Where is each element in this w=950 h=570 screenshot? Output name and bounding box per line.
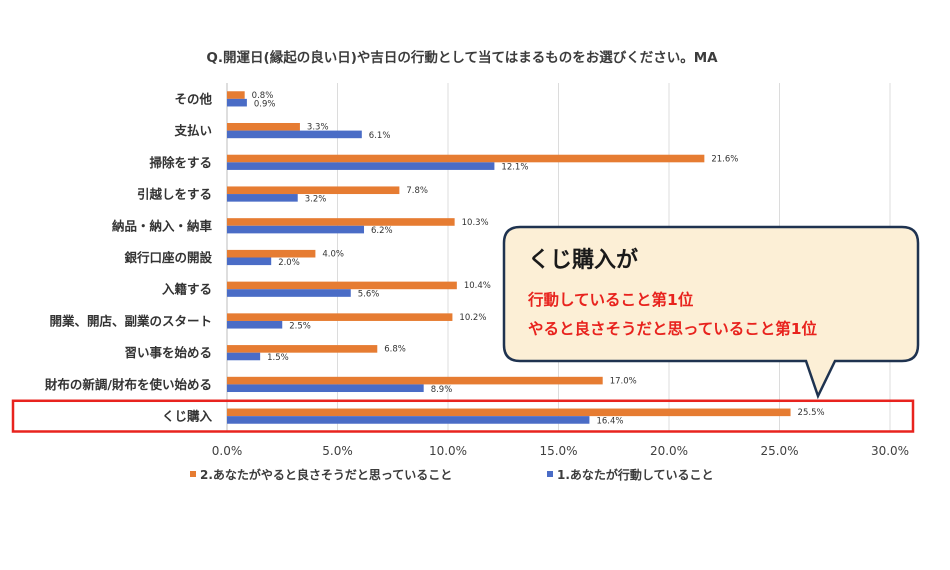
data-label: 12.1% (501, 163, 528, 173)
bar-series-2 (227, 345, 378, 353)
data-label: 10.4% (464, 281, 491, 291)
data-labels: 0.8%0.9% 3.3% 6.1% 21.6% 12.1% 7.8% 3.2% 10.3% 6… (252, 91, 825, 427)
data-label: 5.6% (358, 290, 380, 300)
legend-label: 1.あなたが行動していること (557, 467, 714, 482)
bar-series-1 (227, 225, 365, 234)
data-label: 10.2% (459, 313, 486, 323)
data-label: 4.0% (322, 250, 344, 260)
bar-series-1 (227, 289, 351, 297)
data-label: 10.3% (462, 218, 489, 228)
data-label: 6.2% (371, 226, 393, 236)
legend-swatch (190, 471, 196, 477)
data-label: 8.9% (431, 385, 453, 395)
x-tick-label: 10.0% (429, 444, 467, 458)
callout-line: 行動していること第1位 (527, 290, 694, 309)
x-tick-label: 20.0% (650, 444, 688, 458)
chart-title: Q.開運日(縁起の良い日)や吉日の行動として当てはまるものをお選びください。MA (206, 49, 718, 66)
callout-line: やると良さそうだと思っていること第1位 (528, 319, 818, 338)
bar-series-2 (227, 376, 603, 385)
data-label: 0.9% (254, 99, 276, 109)
category-label: 支払い (173, 123, 212, 138)
x-tick-label: 5.0% (322, 444, 353, 458)
category-label: 財布の新調/財布を使い始める (44, 377, 212, 392)
highlight-box (11, 399, 915, 433)
category-label: くじ購入 (162, 409, 213, 424)
data-label: 3.3% (307, 123, 329, 133)
x-axis-ticks: 0.0% 5.0% 10.0% 15.0% 20.0% 25.0% 30.0% (212, 444, 909, 458)
x-tick-label: 25.0% (760, 444, 798, 458)
data-label: 7.8% (406, 186, 428, 196)
bar-series-1 (227, 257, 272, 266)
bar-series-2 (227, 218, 455, 226)
bar-series-2 (227, 313, 453, 321)
bar-series-2 (227, 281, 457, 290)
legend: 2.あなたがやると良さそうだと思っていること 1.あなたが行動していること (190, 467, 714, 482)
category-labels: その他支払い掃除をする引越しをする納品・納入・納車銀行口座の開設入籍する開業、開… (44, 91, 213, 423)
bar-series-1 (227, 130, 362, 139)
data-label: 3.2% (305, 194, 327, 204)
data-label: 6.1% (369, 131, 391, 141)
category-label: 銀行口座の開設 (123, 250, 212, 265)
data-label: 17.0% (610, 376, 637, 386)
x-tick-label: 0.0% (212, 444, 243, 458)
category-label: その他 (174, 91, 212, 106)
category-label: 掃除をする (149, 155, 212, 170)
legend-label: 2.あなたがやると良さそうだと思っていること (200, 467, 452, 482)
bar-series-2 (227, 186, 400, 195)
bar-series-1 (227, 320, 283, 329)
bars (227, 91, 791, 424)
x-tick-label: 15.0% (539, 444, 577, 458)
bar-series-1 (227, 352, 261, 361)
data-label: 21.6% (711, 154, 738, 164)
bar-series-1 (227, 416, 590, 424)
bar-series-2 (227, 91, 245, 99)
data-label: 2.0% (278, 258, 300, 268)
category-label: 引越しをする (137, 187, 212, 202)
bar-series-1 (227, 162, 495, 170)
data-label: 2.5% (289, 321, 311, 331)
bar-series-2 (227, 122, 300, 131)
legend-swatch (547, 471, 553, 477)
data-label: 6.8% (384, 345, 406, 355)
category-label: 納品・納入・納車 (112, 218, 213, 233)
data-label: 16.4% (596, 417, 623, 427)
x-tick-label: 30.0% (871, 444, 909, 458)
category-label: 習い事を始める (124, 345, 212, 360)
data-label: 25.5% (798, 408, 825, 418)
callout-title: くじ購入が (528, 247, 638, 273)
bar-series-1 (227, 384, 424, 393)
category-label: 開業、開店、副業のスタート (49, 313, 212, 328)
category-label: 入籍する (162, 282, 212, 297)
data-label: 0.8% (252, 91, 274, 101)
bar-series-2 (227, 249, 316, 258)
highlight-layer (11, 399, 915, 433)
bar-series-1 (227, 98, 247, 107)
bar-series-2 (227, 154, 705, 163)
callout-bubble (502, 225, 920, 400)
bar-series-1 (227, 194, 298, 202)
bar-series-2 (227, 408, 791, 417)
data-label: 1.5% (267, 353, 289, 363)
